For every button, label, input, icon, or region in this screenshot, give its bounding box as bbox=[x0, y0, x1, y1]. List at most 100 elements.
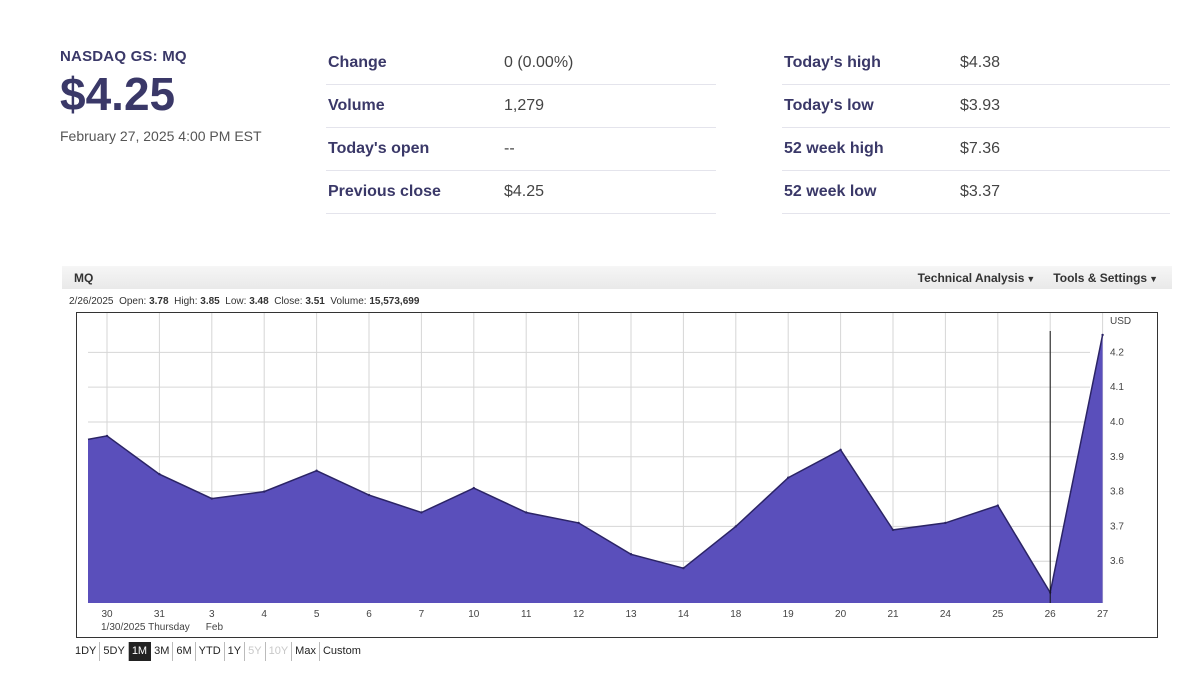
y-tick-label: 3.6 bbox=[1110, 556, 1124, 567]
x-tick-label: 6 bbox=[366, 609, 372, 620]
stat-value: $3.37 bbox=[960, 183, 1001, 200]
data-point bbox=[1101, 333, 1104, 337]
x-tick-label: 19 bbox=[783, 609, 795, 620]
ohlc-low-label: Low: bbox=[225, 296, 247, 307]
data-point bbox=[158, 472, 161, 476]
x-tick-label: 3 bbox=[209, 609, 215, 620]
x-tick-label: 14 bbox=[678, 609, 690, 620]
ohlc-volume: 15,573,699 bbox=[369, 296, 420, 307]
x-tick-label: 24 bbox=[940, 609, 952, 620]
range-1dy[interactable]: 1DY bbox=[72, 642, 101, 661]
stat-row-todays-low: Today's low $3.93 bbox=[782, 85, 1170, 128]
ohlc-close: 3.51 bbox=[305, 296, 325, 307]
range-10y: 10Y bbox=[266, 642, 293, 661]
y-tick-label: 3.7 bbox=[1110, 521, 1124, 532]
stat-row-volume: Volume 1,279 bbox=[326, 85, 716, 128]
data-point bbox=[629, 553, 633, 556]
stat-label: 52 week low bbox=[784, 183, 877, 200]
data-point bbox=[105, 434, 109, 438]
x-sublabel: 1/30/2025 Thursday bbox=[101, 622, 190, 633]
data-point bbox=[577, 521, 580, 525]
x-tick-label: 25 bbox=[992, 609, 1004, 620]
ohlc-high-label: High: bbox=[174, 296, 198, 307]
data-point bbox=[734, 525, 737, 528]
x-tick-label: 10 bbox=[468, 609, 480, 620]
x-tick-label: 31 bbox=[154, 609, 166, 620]
stat-value: 1,279 bbox=[504, 97, 545, 114]
x-tick-label: 7 bbox=[419, 609, 425, 620]
y-tick-label: 4.2 bbox=[1110, 347, 1124, 358]
stat-label: Today's high bbox=[784, 54, 881, 71]
data-point bbox=[263, 490, 266, 493]
x-tick-label: 4 bbox=[261, 609, 267, 620]
stat-value: $4.25 bbox=[504, 183, 545, 200]
stat-row-todays-open: Today's open -- bbox=[326, 128, 716, 171]
x-tick-label: 26 bbox=[1045, 609, 1057, 620]
stat-label: Change bbox=[328, 54, 387, 71]
quote-summary: NASDAQ GS: MQ $4.25 February 27, 2025 4:… bbox=[60, 48, 262, 144]
ohlc-close-label: Close: bbox=[274, 296, 303, 307]
x-tick-label: 11 bbox=[521, 609, 532, 620]
data-point bbox=[682, 566, 685, 570]
stat-value: -- bbox=[504, 140, 515, 157]
stat-label: Previous close bbox=[328, 183, 441, 200]
stats-table-left: Change 0 (0.00%) Volume 1,279 Today's op… bbox=[326, 42, 716, 214]
x-tick-label: 13 bbox=[625, 609, 637, 620]
range-5y: 5Y bbox=[245, 642, 266, 661]
data-point bbox=[944, 521, 947, 525]
data-point bbox=[472, 486, 475, 490]
y-axis-unit: USD bbox=[1110, 316, 1131, 327]
range-6m[interactable]: 6M bbox=[173, 642, 196, 661]
stat-row-52-week-high: 52 week high $7.36 bbox=[782, 128, 1170, 171]
y-tick-label: 4.0 bbox=[1110, 417, 1124, 428]
ohlc-volume-label: Volume: bbox=[330, 296, 367, 307]
stat-label: Today's open bbox=[328, 140, 430, 157]
stat-row-previous-close: Previous close $4.25 bbox=[326, 171, 716, 214]
stat-label: 52 week high bbox=[784, 140, 884, 157]
ohlc-date: 2/26/2025 bbox=[69, 296, 114, 307]
y-tick-label: 4.1 bbox=[1110, 382, 1124, 393]
x-tick-label: 21 bbox=[887, 609, 899, 620]
last-price: $4.25 bbox=[60, 68, 176, 120]
chart-symbol: MQ bbox=[74, 270, 94, 285]
stat-row-todays-high: Today's high $4.38 bbox=[782, 42, 1170, 85]
x-tick-label: 5 bbox=[314, 609, 320, 620]
chart-plot-area[interactable]: 3.6 3.7 3.8 3.9 4.0 4.1 4.2 USD 30 31 3 4 5 6 7 10 11 12 1… bbox=[76, 312, 1158, 638]
chevron-down-icon: ▼ bbox=[1026, 273, 1036, 284]
range-1y[interactable]: 1Y bbox=[225, 642, 246, 661]
exchange-symbol: NASDAQ GS: MQ bbox=[60, 48, 187, 65]
ohlc-open-label: Open: bbox=[119, 296, 147, 307]
x-tick-label: 27 bbox=[1097, 609, 1109, 620]
quote-timestamp: February 27, 2025 4:00 PM EST bbox=[60, 127, 262, 144]
stat-value: $3.93 bbox=[960, 97, 1001, 114]
x-tick-label: 12 bbox=[573, 609, 585, 620]
stat-value: 0 (0.00%) bbox=[504, 54, 574, 71]
tools-settings-label: Tools & Settings bbox=[1053, 270, 1148, 285]
price-area-fill bbox=[88, 334, 1103, 603]
ohlc-readout: 2/26/2025 Open: 3.78 High: 3.85 Low: 3.4… bbox=[69, 296, 1172, 308]
range-5dy[interactable]: 5DY bbox=[100, 642, 129, 661]
data-point bbox=[367, 493, 371, 497]
stat-value: $4.38 bbox=[960, 54, 1001, 71]
range-3m[interactable]: 3M bbox=[151, 642, 174, 661]
x-tick-label: 20 bbox=[835, 609, 847, 620]
range-custom[interactable]: Custom bbox=[322, 645, 361, 657]
data-point bbox=[996, 504, 999, 507]
chart-tools: Technical Analysis ▼ Tools & Settings ▼ bbox=[918, 271, 1172, 285]
technical-analysis-menu[interactable]: Technical Analysis ▼ bbox=[918, 271, 1036, 285]
stat-value: $7.36 bbox=[960, 140, 1001, 157]
range-ytd[interactable]: YTD bbox=[196, 642, 225, 661]
technical-analysis-label: Technical Analysis bbox=[917, 270, 1025, 285]
y-tick-label: 3.9 bbox=[1110, 452, 1124, 463]
data-point bbox=[315, 469, 318, 472]
stat-label: Volume bbox=[328, 97, 385, 114]
tools-settings-menu[interactable]: Tools & Settings ▼ bbox=[1053, 271, 1158, 285]
chart-toolbar: MQ Technical Analysis ▼ Tools & Settings ▼ bbox=[62, 266, 1172, 289]
chevron-down-icon: ▼ bbox=[1149, 273, 1158, 284]
range-max[interactable]: Max bbox=[292, 642, 320, 661]
ohlc-low: 3.48 bbox=[249, 296, 269, 307]
stats-table-right: Today's high $4.38 Today's low $3.93 52 … bbox=[782, 42, 1170, 214]
range-1m[interactable]: 1M bbox=[128, 642, 152, 661]
x-tick-label: 18 bbox=[730, 609, 742, 620]
